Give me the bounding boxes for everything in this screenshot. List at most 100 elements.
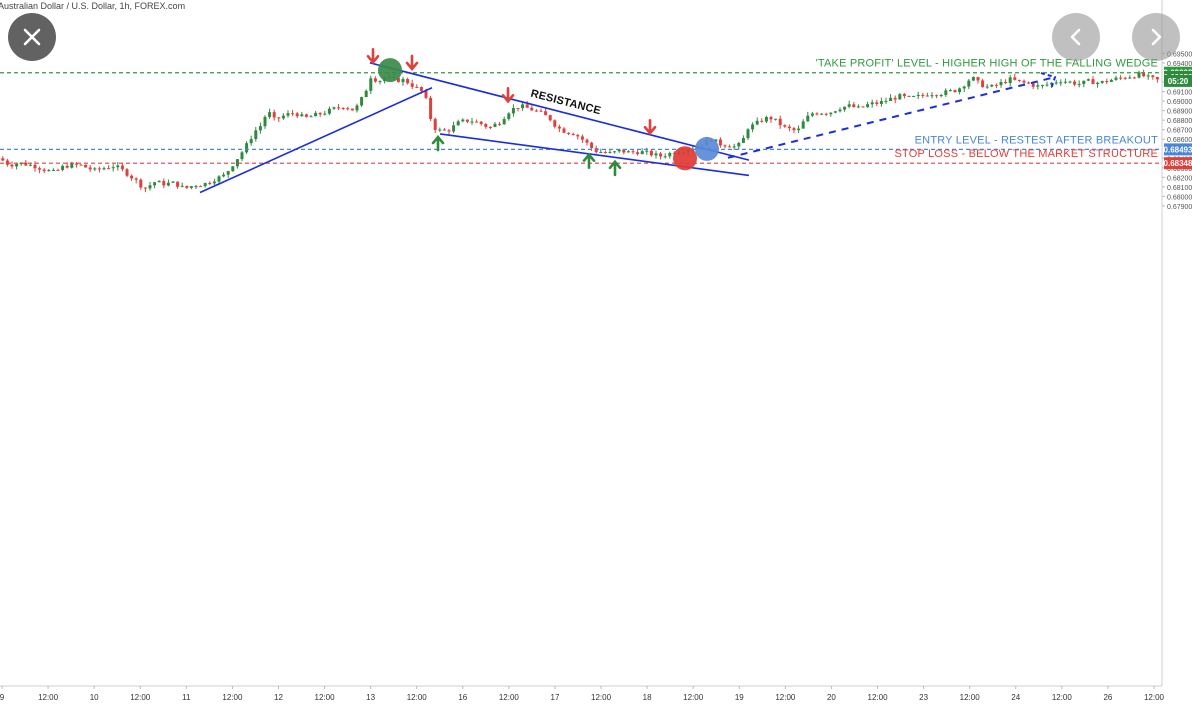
candle-body xyxy=(93,168,97,170)
candle-body xyxy=(1086,79,1090,81)
candle-body xyxy=(24,162,28,166)
candle-body xyxy=(452,125,456,132)
candle-body xyxy=(84,164,88,168)
candle-body xyxy=(134,178,138,180)
candle-body xyxy=(921,94,925,96)
candle-body xyxy=(847,104,851,107)
candle-body xyxy=(939,94,943,96)
candle-body xyxy=(1040,85,1044,87)
candle-body xyxy=(212,181,216,184)
candle-body xyxy=(976,77,980,81)
candle-body xyxy=(318,112,322,115)
candle-body xyxy=(861,106,865,108)
close-button[interactable] xyxy=(8,13,56,61)
candle-body xyxy=(898,94,902,100)
candle-body xyxy=(373,78,377,82)
x-tick-label: 12:00 xyxy=(315,693,336,702)
candle-body xyxy=(1128,77,1132,79)
candle-body xyxy=(645,150,649,152)
candle-body xyxy=(1091,79,1095,85)
candle-body xyxy=(176,181,180,187)
candle-body xyxy=(1119,77,1123,79)
candle-body xyxy=(42,169,46,172)
x-tick-label: 18 xyxy=(643,693,652,702)
candle-body xyxy=(235,159,239,167)
candle-body xyxy=(590,142,594,149)
candle-body xyxy=(493,123,497,127)
x-tick-label: 13 xyxy=(366,693,375,702)
y-tick-label: 0.68800 xyxy=(1167,118,1192,125)
y-tick-label: 0.68900 xyxy=(1167,109,1192,116)
candle-body xyxy=(585,139,589,143)
x-tick-label: 9 xyxy=(0,693,5,702)
candle-body xyxy=(534,110,538,112)
x-tick-label: 12:00 xyxy=(130,693,151,702)
price-levels: 'TAKE PROFIT' LEVEL - HIGHER HIGH OF THE… xyxy=(0,58,1162,164)
candle-body xyxy=(1045,84,1049,86)
y-tick-label: 0.68200 xyxy=(1167,175,1192,182)
candle-body xyxy=(240,152,244,160)
arrow-up-icon xyxy=(582,152,596,169)
candle-body xyxy=(608,151,612,153)
candle-body xyxy=(327,108,331,114)
candle-body xyxy=(562,128,566,133)
candle-body xyxy=(1050,82,1054,85)
candle-body xyxy=(746,129,750,139)
y-tick-label: 0.69000 xyxy=(1167,99,1192,106)
y-tick-label: 0.67900 xyxy=(1167,204,1192,211)
candle-body xyxy=(902,94,906,96)
x-tick-label: 17 xyxy=(551,693,560,702)
candle-body xyxy=(907,95,911,97)
candle-body xyxy=(1142,72,1146,77)
candle-body xyxy=(355,105,359,111)
candle-body xyxy=(967,80,971,87)
arrow-down-icon xyxy=(643,118,657,136)
x-tick-label: 12:00 xyxy=(775,693,796,702)
x-tick-label: 20 xyxy=(827,693,836,702)
candle-body xyxy=(498,123,502,125)
candle-body xyxy=(47,170,51,172)
candle-body xyxy=(337,107,341,109)
candle-body xyxy=(797,128,801,131)
candle-body xyxy=(406,79,410,84)
candle-body xyxy=(442,129,446,131)
candle-body xyxy=(599,152,603,154)
candle-body xyxy=(925,95,929,97)
previous-button[interactable] xyxy=(1052,13,1100,61)
candle-body xyxy=(893,97,897,100)
candle-body xyxy=(1022,80,1026,83)
candle-body xyxy=(488,126,492,128)
candle-body xyxy=(525,104,529,108)
candle-body xyxy=(148,185,152,189)
candle-body xyxy=(714,139,718,142)
candle-body xyxy=(346,108,350,110)
candle-body xyxy=(484,123,488,127)
chevron-left-icon xyxy=(1070,28,1081,46)
candle-body xyxy=(153,182,157,186)
candle-body xyxy=(576,135,580,137)
y-tick-label: 0.68100 xyxy=(1167,185,1192,192)
candle-body xyxy=(1013,77,1017,80)
candle-body xyxy=(456,121,460,126)
candle-body xyxy=(843,106,847,110)
candle-body xyxy=(1004,81,1008,83)
x-tick-label: 11 xyxy=(182,693,191,702)
candle-body xyxy=(268,112,272,117)
candle-body xyxy=(521,104,525,109)
next-button[interactable] xyxy=(1132,13,1180,61)
candle-body xyxy=(88,167,92,170)
stop-loss-badge xyxy=(1164,157,1192,170)
candle-body xyxy=(571,133,575,136)
candle-body xyxy=(286,113,290,116)
entry-badge xyxy=(1164,143,1192,156)
candle-body xyxy=(194,186,198,188)
candle-body xyxy=(1063,81,1067,83)
candle-body xyxy=(102,168,106,170)
candle-body xyxy=(199,186,203,188)
candle-body xyxy=(870,102,874,105)
candle-body xyxy=(15,163,19,167)
candle-body xyxy=(1100,81,1104,83)
wedge-support-line xyxy=(439,133,750,177)
